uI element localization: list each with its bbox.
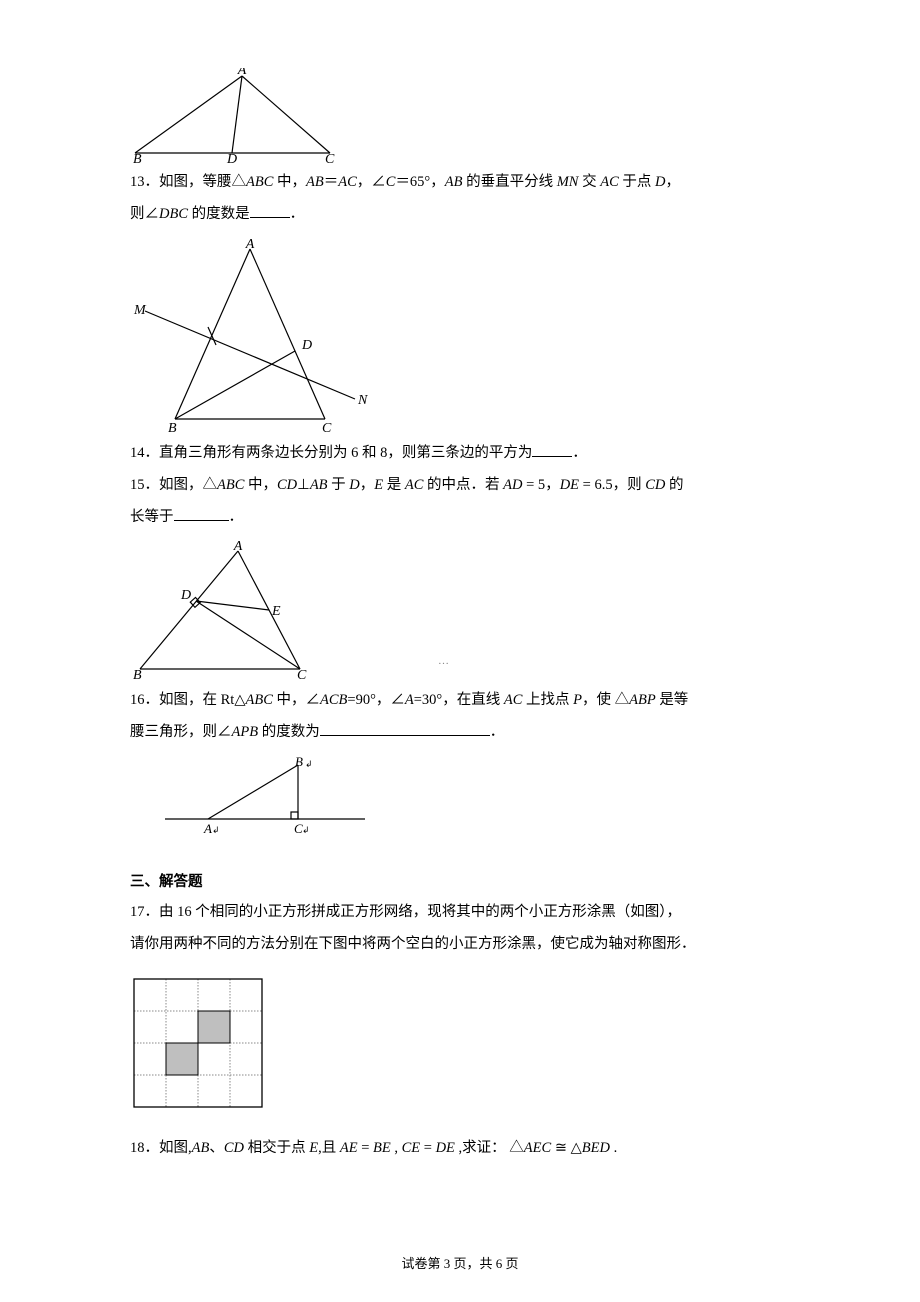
q16-line2: 腰三角形，则∠APB 的度数为． xyxy=(130,717,790,749)
label-D: D xyxy=(226,152,237,163)
label-A: A xyxy=(237,68,247,78)
figure-q15: A B C D E xyxy=(130,541,790,681)
q14: 14．直角三角形有两条边长分别为 6 和 8，则第三条边的平方为． xyxy=(130,438,790,470)
blank-q16 xyxy=(320,721,490,737)
label-A: A xyxy=(203,821,212,836)
label-B: B xyxy=(295,757,303,769)
q17-line2: 请你用两种不同的方法分别在下图中将两个空白的小正方形涂黑，使它成为轴对称图形． xyxy=(130,929,790,961)
label-A: A xyxy=(245,239,255,252)
arrow-c: ↲ xyxy=(302,825,310,835)
page-footer: 试卷第 3 页，共 6 页 xyxy=(130,1253,790,1272)
blank-q14 xyxy=(532,441,572,457)
q17-line1: 17．由 16 个相同的小正方形拼成正方形网络，现将其中的两个小正方形涂黑（如图… xyxy=(130,897,790,929)
label-C: C xyxy=(297,668,307,681)
figure-q16: B A C ↲ ↲ ↲ xyxy=(160,757,790,842)
q18: 18．如图,AB、CD 相交于点 E,且 AE = BE , CE = DE ,… xyxy=(130,1133,790,1165)
figure-q17 xyxy=(130,975,790,1115)
figure-q13: A B C D M N xyxy=(130,239,790,434)
label-C: C xyxy=(325,152,335,163)
arrow-b: ↲ xyxy=(305,759,313,769)
label-B: B xyxy=(168,421,177,434)
figure-q12: A B C D xyxy=(130,68,790,163)
blank-q13 xyxy=(250,202,290,218)
label-E: E xyxy=(271,604,281,619)
label-N: N xyxy=(357,393,368,408)
label-D: D xyxy=(180,588,191,603)
q15-line2: 长等于． xyxy=(130,502,790,534)
label-B: B xyxy=(133,668,142,681)
q16-line1: 16．如图，在 Rt△ABC 中，∠ACB=90°，∠A=30°，在直线 AC … xyxy=(130,685,790,717)
ellipsis-icon: … xyxy=(438,655,449,667)
label-C: C xyxy=(322,421,332,434)
label-D: D xyxy=(301,338,312,353)
section-3-title: 三、解答题 xyxy=(130,870,790,891)
label-M: M xyxy=(133,303,147,318)
q15-line1: 15．如图，△ABC 中，CD⊥AB 于 D，E 是 AC 的中点．若 AD =… xyxy=(130,470,790,502)
q13-line1: 13．如图，等腰△ABC 中，AB＝AC，∠C＝65°，AB 的垂直平分线 MN… xyxy=(130,167,790,199)
label-B: B xyxy=(133,152,142,163)
blank-q15 xyxy=(174,505,229,521)
q13-line2: 则∠DBC 的度数是． xyxy=(130,199,790,231)
arrow-a: ↲ xyxy=(212,825,220,835)
label-A: A xyxy=(233,541,243,554)
